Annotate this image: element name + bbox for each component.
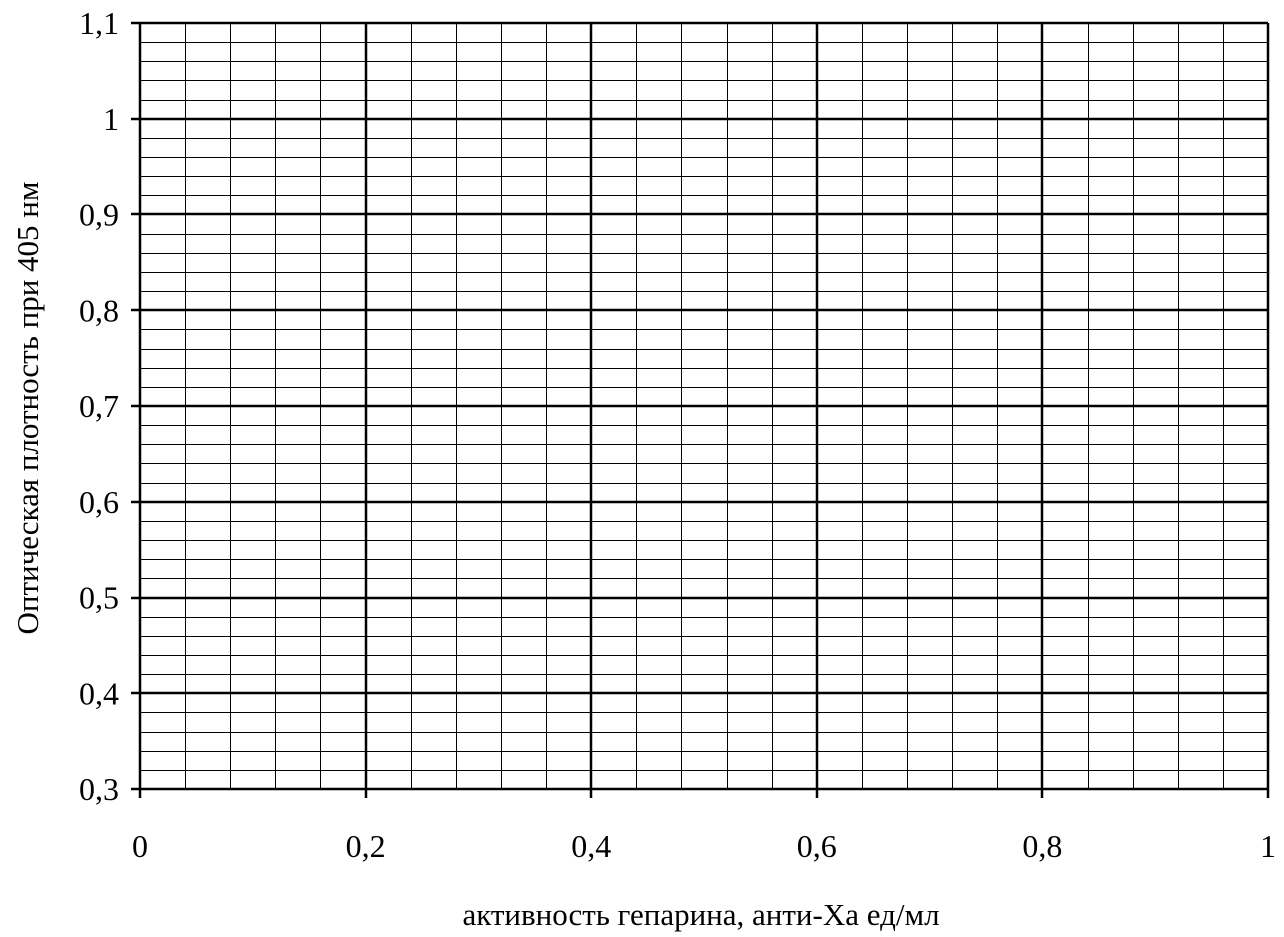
x-tick-label: 0,6 (797, 828, 837, 864)
y-tick-labels: 0,3 0,4 0,5 0,6 0,7 0,8 0,9 1 1,1 (79, 5, 119, 807)
y-tick-label: 0,5 (79, 580, 119, 616)
x-tick-label: 0,2 (346, 828, 386, 864)
x-tick-label: 1 (1260, 828, 1276, 864)
y-tick-label: 0,3 (79, 771, 119, 807)
y-tick-label: 0,4 (79, 675, 119, 711)
y-tick-label: 0,7 (79, 388, 119, 424)
x-tick-label: 0 (132, 828, 148, 864)
y-tick-label: 0,6 (79, 484, 119, 520)
x-tick-label: 0,8 (1022, 828, 1062, 864)
y-tick-label: 0,8 (79, 292, 119, 328)
plot-area (131, 21, 1270, 798)
x-tick-label: 0,4 (571, 828, 611, 864)
y-axis-title: Оптическая плотность при 405 нм (10, 182, 45, 635)
y-tick-label: 0,9 (79, 197, 119, 233)
x-tick-labels: 0 0,2 0,4 0,6 0,8 1 (132, 828, 1276, 864)
y-tick-label: 1,1 (79, 5, 119, 41)
tick-marks (131, 21, 1270, 798)
y-tick-label: 1 (103, 101, 119, 137)
x-axis-title: активность гепарина, анти-Ха ед/мл (462, 897, 939, 932)
major-grid (140, 21, 1270, 789)
